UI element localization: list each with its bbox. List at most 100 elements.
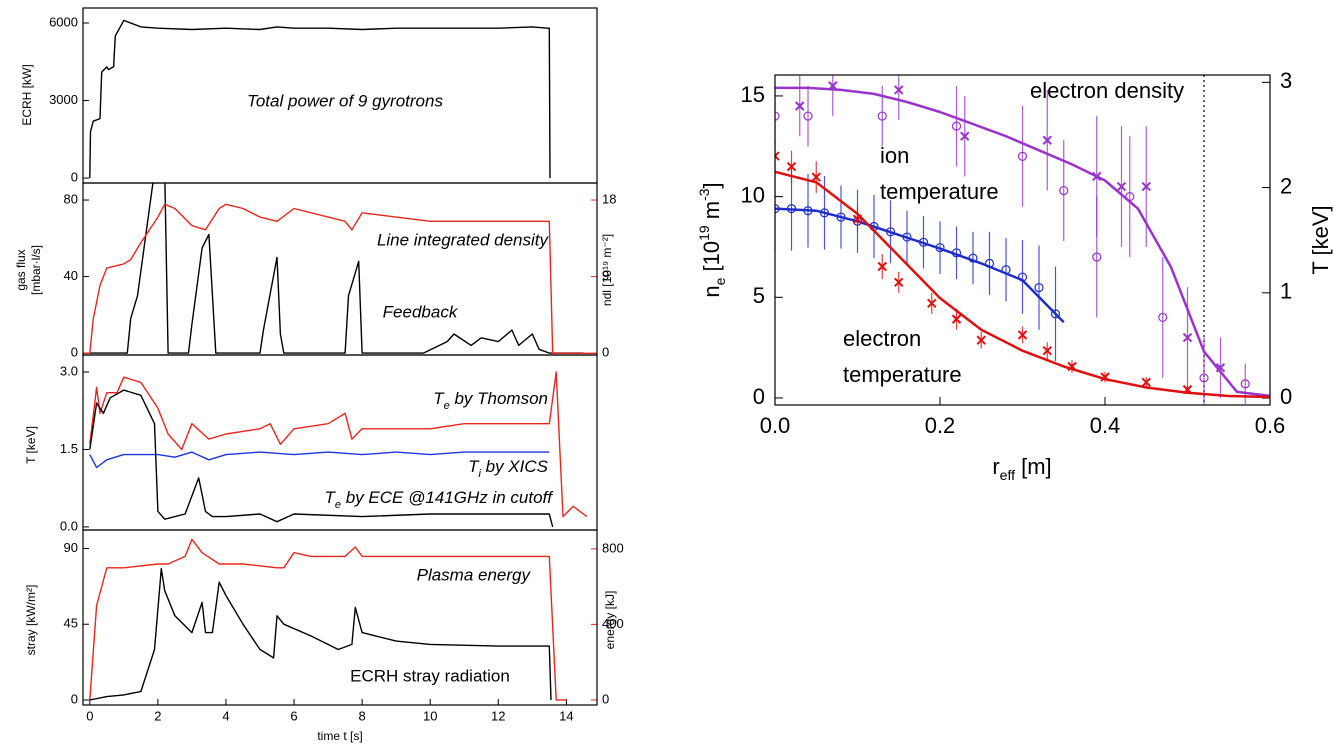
marker — [1042, 135, 1052, 145]
y2-tick-label: 1 — [1280, 279, 1292, 304]
panel: 0 40 80 0 9 18 — [64, 182, 616, 360]
text-part: n — [699, 285, 724, 297]
annotation: Line integrated density — [377, 230, 550, 249]
annotation: Te by Thomson — [433, 389, 548, 411]
y2-tick-label: 0 — [602, 345, 609, 360]
text-part: e — [444, 400, 450, 412]
y-axis-label: ECRH [kW] — [20, 64, 34, 125]
y2-tick-label: 0 — [602, 691, 609, 706]
marker — [1050, 309, 1061, 319]
text-part: T — [325, 488, 337, 507]
y-tick-label: 3000 — [49, 92, 78, 107]
marker — [1059, 185, 1069, 196]
y-tick-label: 0 — [753, 384, 765, 409]
x-tick-label: 2 — [154, 708, 161, 723]
series-line — [89, 389, 554, 528]
x-tick-label: 6 — [290, 708, 297, 723]
y-axis-label: ne [1019 m-3] — [696, 182, 728, 297]
text-part: e — [712, 277, 728, 285]
marker — [1042, 345, 1052, 356]
y-tick-label: 90 — [64, 540, 78, 555]
y-tick-label: 45 — [64, 616, 78, 631]
y-tick-label: 0.0 — [60, 518, 78, 533]
y2-axis-label: ndl [10¹⁹ m⁻²] — [600, 234, 614, 306]
plot-area — [89, 19, 551, 179]
marker — [877, 261, 887, 272]
x-tick-label: 0 — [86, 708, 93, 723]
marker — [894, 85, 904, 95]
marker — [1141, 377, 1151, 387]
marker — [1199, 373, 1209, 383]
y-axis-label: T [keV] — [24, 426, 38, 464]
marker — [1240, 379, 1250, 389]
y2-axis-label: energy [kJ] — [603, 591, 617, 650]
x-tick-label: 12 — [491, 708, 505, 723]
marker — [811, 172, 821, 182]
series-line — [775, 170, 1270, 399]
y-tick-label: 5 — [753, 283, 765, 308]
text-part: [10 — [699, 241, 724, 278]
text-part: eff — [1000, 467, 1015, 483]
marker — [960, 131, 970, 141]
text-part: e — [335, 499, 341, 511]
y-tick-label: 6000 — [49, 14, 78, 29]
x-tick-label: 10 — [423, 708, 437, 723]
text-part: T — [433, 389, 445, 408]
series-line — [89, 183, 584, 354]
y2-tick-label: 800 — [602, 540, 624, 555]
marker — [1182, 332, 1193, 343]
x-tick-label: 8 — [359, 708, 366, 723]
series-line — [89, 371, 588, 518]
series-line — [83, 203, 597, 354]
y-axis-label: stray [kW/m²] — [24, 585, 38, 656]
x-tick-label: 14 — [559, 708, 573, 723]
series-line — [89, 451, 550, 469]
marker — [927, 298, 937, 309]
annotation: Total power of 9 gyrotrons — [247, 91, 443, 110]
marker — [795, 101, 805, 111]
y-tick-label: 1.5 — [60, 441, 78, 456]
marker — [1017, 151, 1028, 161]
marker — [1092, 252, 1102, 262]
y-axis-label: gas flux — [14, 249, 28, 290]
series-line — [89, 568, 552, 701]
y-tick-label: 0 — [71, 345, 78, 360]
y-tick-label: 80 — [64, 191, 78, 206]
marker — [786, 161, 797, 172]
y2-axis-label: T [keV] — [1308, 205, 1333, 274]
annotation: Te by ECE @141GHz in cutoff — [325, 488, 555, 510]
panel: 0 45 90 0 400 800 0 2 4 6 8 10 12 14 — [64, 529, 624, 723]
y-tick-label: 10 — [741, 182, 765, 207]
text-part: [m] — [1015, 454, 1052, 479]
y-tick-label: 3.0 — [60, 363, 78, 378]
marker — [775, 111, 780, 121]
annotation: ion — [880, 143, 909, 168]
x-tick-label: 4 — [222, 708, 229, 723]
y2-tick-label: 9 — [602, 268, 609, 283]
marker — [1017, 330, 1028, 340]
text-part: i — [478, 468, 481, 480]
text-part: by XICS — [481, 457, 549, 476]
plot-area — [89, 538, 567, 701]
series-line — [775, 86, 1270, 398]
text-part: r — [992, 454, 999, 479]
text-part: ] — [699, 182, 724, 188]
plot-frame — [82, 529, 598, 706]
x-tick-label: 0.2 — [925, 413, 956, 438]
marker — [1116, 181, 1127, 192]
panel: 0.0 1.5 3.0 — [60, 354, 598, 533]
marker — [1141, 181, 1151, 192]
marker — [877, 111, 887, 121]
text-part: 19 — [696, 225, 712, 241]
y2-tick-label: 0 — [1280, 384, 1292, 409]
panel: 0 5 10 15 0 1 2 3 0.0 0.2 0.4 0.6 — [741, 68, 1293, 438]
plot-area — [775, 75, 1270, 405]
text-part: T — [468, 457, 480, 476]
y-tick-label: 0 — [71, 691, 78, 706]
series-line — [89, 538, 567, 701]
y2-tick-label: 18 — [602, 191, 616, 206]
marker — [894, 277, 904, 288]
annotation: temperature — [843, 362, 962, 387]
